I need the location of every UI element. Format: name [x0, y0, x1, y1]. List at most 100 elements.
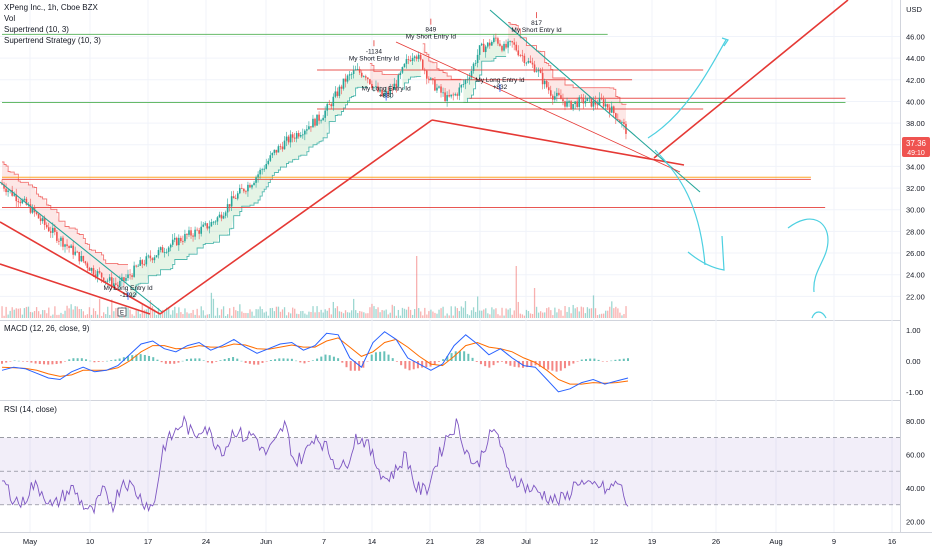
volume-bar: [109, 314, 111, 318]
candle-body: [182, 241, 184, 242]
volume-bar: [517, 301, 519, 318]
macd-histogram-bar: [589, 358, 592, 361]
time-tick-label: 19: [648, 537, 656, 546]
volume-bar: [558, 308, 560, 318]
volume-bar: [363, 312, 365, 318]
candle-body: [56, 231, 58, 241]
legend-vol[interactable]: Vol: [4, 14, 16, 23]
volume-bar: [546, 308, 548, 318]
volume-bar: [462, 307, 465, 318]
volume-bar: [529, 313, 532, 318]
volume-bar: [279, 311, 282, 318]
macd-histogram-bar: [122, 357, 125, 361]
candle-body: [421, 59, 424, 70]
macd-histogram-bar: [143, 354, 146, 361]
drawing-question-mark: [787, 218, 829, 293]
candle-body: [423, 69, 426, 71]
volume-bar: [499, 315, 501, 318]
candle-body: [92, 268, 95, 275]
supertrend-down-line: [2, 161, 128, 266]
macd-histogram-bar: [76, 358, 79, 361]
macd-histogram-bar: [383, 351, 386, 361]
volume-bar: [454, 306, 456, 318]
candle-body: [178, 237, 180, 246]
macd-histogram-bar: [391, 358, 394, 361]
candle-body: [133, 265, 135, 277]
candle-body: [537, 70, 540, 72]
candle-body: [299, 135, 302, 137]
volume-bar: [52, 314, 54, 318]
macd-histogram-bar: [471, 357, 474, 361]
macd-histogram-bar: [362, 361, 365, 368]
price-axis[interactable]: 46.0044.0042.0040.0038.0036.0034.0032.00…: [906, 32, 925, 526]
volume-bar: [229, 308, 231, 318]
volume-bar: [568, 307, 570, 318]
volume-bar: [255, 309, 257, 318]
macd-histogram-bar: [236, 358, 239, 361]
candle-body: [596, 104, 599, 106]
macd-histogram-bar: [173, 361, 176, 364]
volume-bar: [208, 314, 211, 318]
candle-body: [302, 134, 304, 136]
candle-body: [612, 106, 615, 114]
candle-body: [354, 69, 357, 71]
legend-rsi[interactable]: RSI (14, close): [4, 405, 57, 414]
volume-bar: [13, 309, 15, 318]
legend-supertrend-strategy[interactable]: Supertrend Strategy (10, 3): [4, 36, 101, 45]
candle-body: [285, 136, 288, 141]
volume-bar: [176, 313, 178, 318]
legend-macd[interactable]: MACD (12, 26, close, 9): [4, 324, 90, 333]
chart-title[interactable]: XPeng Inc., 1h, Cboe BZX: [4, 3, 98, 12]
volume-bar: [161, 309, 164, 318]
volume-bar: [416, 256, 418, 318]
volume-bar: [17, 308, 19, 318]
volume-bar: [135, 308, 137, 318]
candle-body: [403, 63, 406, 68]
legend-supertrend[interactable]: Supertrend (10, 3): [4, 25, 69, 34]
macd-histogram-bar: [156, 359, 159, 361]
candle-body: [137, 265, 139, 267]
macd-histogram-bar: [442, 359, 445, 361]
macd-histogram-bar: [185, 359, 188, 361]
volume-bar: [334, 308, 337, 318]
candle-body: [385, 91, 387, 94]
candle-body: [192, 235, 194, 237]
volume-bar: [322, 312, 324, 318]
candle-body: [76, 251, 79, 253]
volume-bar: [509, 308, 511, 318]
candle-body: [393, 83, 396, 90]
volume-bar: [269, 308, 271, 318]
volume-bar: [434, 312, 436, 318]
candle-body: [247, 184, 249, 192]
macd-histogram-bar: [324, 354, 327, 361]
macd-histogram-bar: [303, 361, 306, 364]
candle-body: [202, 224, 205, 227]
volume-bar: [554, 307, 556, 318]
time-axis[interactable]: May 10 17 24 Jun 7 14 21 28 Jul 12 19 26 Aug 9 16: [23, 537, 896, 546]
earnings-marker: [117, 307, 127, 317]
candle-body: [446, 95, 448, 102]
macd-histogram-bar: [248, 361, 251, 364]
macd-histogram-bar: [505, 361, 508, 364]
candle-body: [125, 278, 127, 281]
candle-body: [458, 87, 461, 96]
volume-bar: [76, 306, 78, 318]
macd-histogram-bar: [286, 358, 289, 361]
volume-bar: [375, 309, 377, 318]
volume-bar: [527, 311, 530, 318]
volume-bar: [172, 310, 174, 318]
candle-body: [295, 133, 298, 139]
candle-body: [279, 146, 282, 148]
volume-bar: [600, 313, 603, 318]
currency-label[interactable]: USD: [906, 5, 922, 14]
candle-body: [425, 70, 428, 79]
volume-bar: [556, 312, 558, 318]
volume-bar: [90, 314, 93, 318]
volume-bar: [420, 311, 422, 318]
volume-bar: [131, 314, 133, 318]
volume-bar: [200, 306, 202, 318]
time-tick-label: 17: [144, 537, 152, 546]
supertrend-up-line: [130, 86, 368, 298]
volume-bar: [438, 309, 440, 318]
